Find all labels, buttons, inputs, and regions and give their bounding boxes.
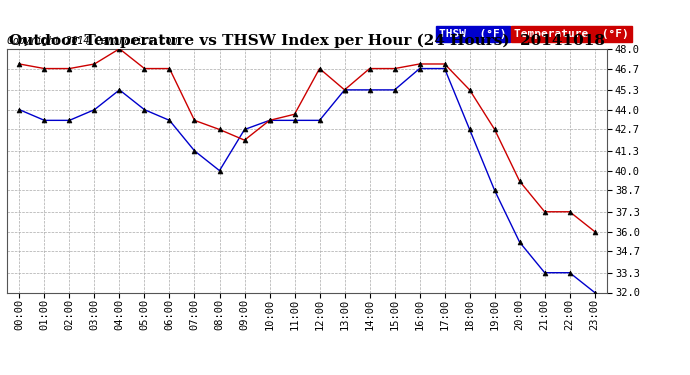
Text: Copyright 2014 Cartronics.com: Copyright 2014 Cartronics.com [7,36,177,46]
Text: Temperature  (°F): Temperature (°F) [514,29,629,39]
Text: THSW  (°F): THSW (°F) [439,29,506,39]
Title: Outdoor Temperature vs THSW Index per Hour (24 Hours)  20141018: Outdoor Temperature vs THSW Index per Ho… [9,33,605,48]
